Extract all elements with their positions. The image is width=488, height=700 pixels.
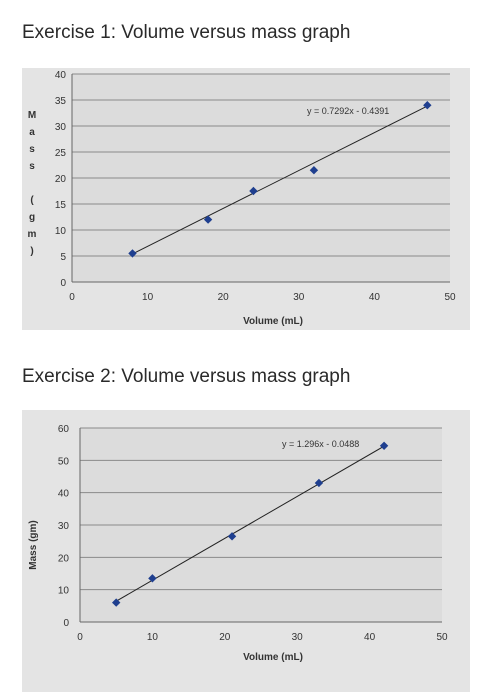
trendline — [115, 445, 385, 602]
x-tick-label: 40 — [364, 632, 376, 643]
y-tick-label: 10 — [58, 586, 70, 597]
data-point — [309, 166, 319, 175]
y-tick-label: 40 — [58, 489, 70, 500]
y-axis-title-letter: g — [29, 212, 35, 223]
x-axis-title: Volume (mL) — [243, 652, 303, 663]
y-axis-title-letter: ) — [30, 246, 33, 257]
x-tick-label: 40 — [369, 292, 381, 303]
y-tick-label: 35 — [55, 96, 67, 107]
y-tick-label: 60 — [58, 424, 70, 435]
data-point — [128, 249, 137, 258]
chart-svg-1: 0 5 10 15 20 25 30 35 40 0 10 20 30 40 50 Volume (mL) Ma… — [22, 68, 470, 330]
data-point — [314, 478, 324, 488]
y-tick-label: 50 — [58, 456, 70, 467]
x-tick-label: 20 — [219, 632, 231, 643]
x-axis-title: Volume (mL) — [243, 316, 303, 327]
y-axis-title-letter: M — [28, 110, 36, 121]
data-point — [379, 441, 389, 450]
x-tick-label: 10 — [142, 292, 154, 303]
x-tick-label: 10 — [147, 632, 159, 643]
y-tick-label: 5 — [60, 252, 66, 263]
y-axis-title-letter: ( — [30, 195, 34, 206]
data-point — [423, 101, 432, 110]
y-axis-title: Mass (gm) — [28, 520, 39, 569]
y-axis-title-letter: a — [29, 127, 35, 138]
exercise-2-chart: 0 10 20 30 40 50 60 0 10 20 30 40 50 Volume (mL) Mass … — [22, 410, 470, 692]
data-point — [203, 215, 213, 224]
y-tick-label: 15 — [55, 200, 67, 211]
y-tick-label: 20 — [55, 174, 67, 185]
x-tick-label: 30 — [293, 292, 305, 303]
y-tick-label: 0 — [63, 618, 69, 629]
x-tick-label: 20 — [218, 292, 230, 303]
y-axis-title-letter: m — [28, 229, 37, 240]
trend-equation: y = 0.7292x - 0.4391 — [307, 106, 389, 116]
y-tick-label: 40 — [55, 70, 67, 81]
y-axis-title-letter: s — [29, 144, 35, 155]
x-tick-label: 50 — [444, 292, 456, 303]
y-tick-label: 0 — [60, 278, 66, 289]
y-axis-title-letter: s — [29, 161, 35, 172]
exercise-1-heading: Exercise 1: Volume versus mass graph — [22, 22, 351, 43]
y-tick-label: 30 — [58, 521, 70, 532]
y-tick-label: 10 — [55, 226, 67, 237]
y-tick-label: 25 — [55, 148, 67, 159]
x-tick-label: 30 — [292, 632, 304, 643]
exercise-2-heading: Exercise 2: Volume versus mass graph — [22, 366, 351, 387]
x-tick-label: 50 — [436, 632, 448, 643]
trend-equation: y = 1.296x - 0.0488 — [282, 439, 359, 449]
data-point — [249, 186, 258, 196]
y-tick-label: 20 — [58, 553, 70, 564]
x-tick-label: 0 — [69, 292, 75, 303]
x-tick-label: 0 — [77, 632, 83, 643]
trendline — [132, 105, 428, 255]
chart-svg-2: 0 10 20 30 40 50 60 0 10 20 30 40 50 Volume (mL) Mass … — [22, 410, 470, 692]
y-tick-label: 30 — [55, 122, 67, 133]
